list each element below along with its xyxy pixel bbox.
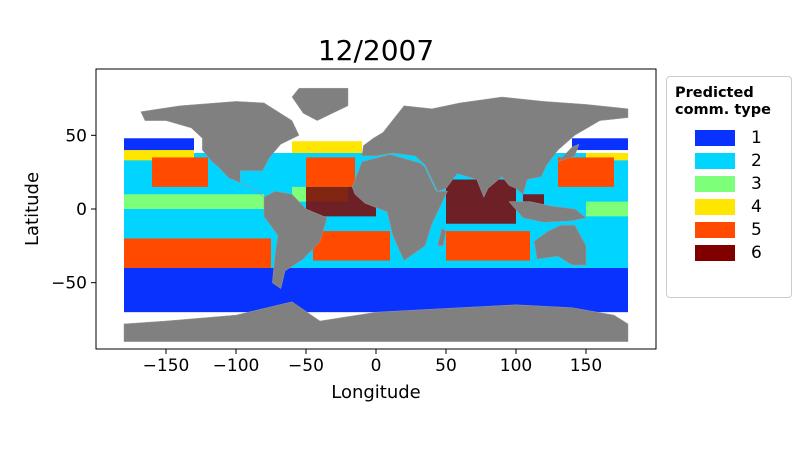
legend-label: 2 xyxy=(751,151,762,171)
legend-swatch xyxy=(695,245,735,261)
region-type-1 xyxy=(572,138,628,151)
legend-title: Predicted comm. type xyxy=(675,85,771,118)
legend-entry-2: 2 xyxy=(695,150,785,171)
region-type-5 xyxy=(313,231,390,261)
region-type-1 xyxy=(124,267,628,313)
region-type-5 xyxy=(558,157,614,187)
legend-entry-5: 5 xyxy=(695,219,785,240)
region-type-3 xyxy=(586,201,628,217)
land-antarctica xyxy=(123,301,629,342)
region-type-5 xyxy=(152,157,208,187)
x-axis-label: Longitude xyxy=(331,382,421,403)
y-axis-label: Latitude xyxy=(22,172,43,246)
region-type-5 xyxy=(446,231,530,261)
legend-swatch xyxy=(695,176,735,192)
y-tick-label: −50 xyxy=(51,274,87,294)
plot-area xyxy=(123,87,629,342)
region-type-4 xyxy=(124,150,194,161)
x-tick-label: −150 xyxy=(143,356,190,376)
y-tick-label: 0 xyxy=(76,200,87,220)
region-type-4 xyxy=(292,141,362,153)
legend-swatch xyxy=(695,130,735,146)
region-type-5 xyxy=(124,238,271,268)
legend-label: 6 xyxy=(751,243,762,263)
land-north-america xyxy=(140,101,300,198)
chart-title: 12/2007 xyxy=(318,34,434,67)
legend-label: 3 xyxy=(751,174,762,194)
x-tick-label: 100 xyxy=(500,356,532,376)
legend-swatch xyxy=(695,153,735,169)
legend-entry-6: 6 xyxy=(695,242,785,263)
land-africa xyxy=(351,154,448,261)
legend-swatch xyxy=(695,222,735,238)
x-tick-label: 150 xyxy=(570,356,602,376)
land-greenland xyxy=(291,87,349,121)
land-japan xyxy=(557,143,580,163)
land-indonesia xyxy=(508,201,587,223)
land-australia xyxy=(533,224,587,266)
legend-label: 5 xyxy=(751,220,762,240)
legend-label: 4 xyxy=(751,197,762,217)
land-eurasia xyxy=(361,96,629,198)
land-south-america xyxy=(263,191,328,290)
legend-entry-1: 1 xyxy=(695,127,785,148)
legend-label: 1 xyxy=(751,128,762,148)
region-type-5 xyxy=(306,157,355,187)
legend: Predicted comm. type 1 2 3 4 5 6 xyxy=(666,76,792,298)
legend-entry-3: 3 xyxy=(695,173,785,194)
region-type-3 xyxy=(124,194,264,209)
x-axis-ticks: −150 −100 −50 0 50 100 150 xyxy=(143,349,602,376)
region-type-1 xyxy=(124,138,194,153)
region-type-4 xyxy=(586,153,628,161)
x-tick-label: −50 xyxy=(288,356,324,376)
y-axis-ticks: −50 0 50 xyxy=(51,126,96,294)
land-madagascar xyxy=(437,227,447,247)
x-tick-label: 0 xyxy=(371,356,382,376)
y-tick-label: 50 xyxy=(65,126,87,146)
legend-swatch xyxy=(695,199,735,215)
legend-entry-4: 4 xyxy=(695,196,785,217)
x-tick-label: 50 xyxy=(435,356,457,376)
x-tick-label: −100 xyxy=(213,356,260,376)
